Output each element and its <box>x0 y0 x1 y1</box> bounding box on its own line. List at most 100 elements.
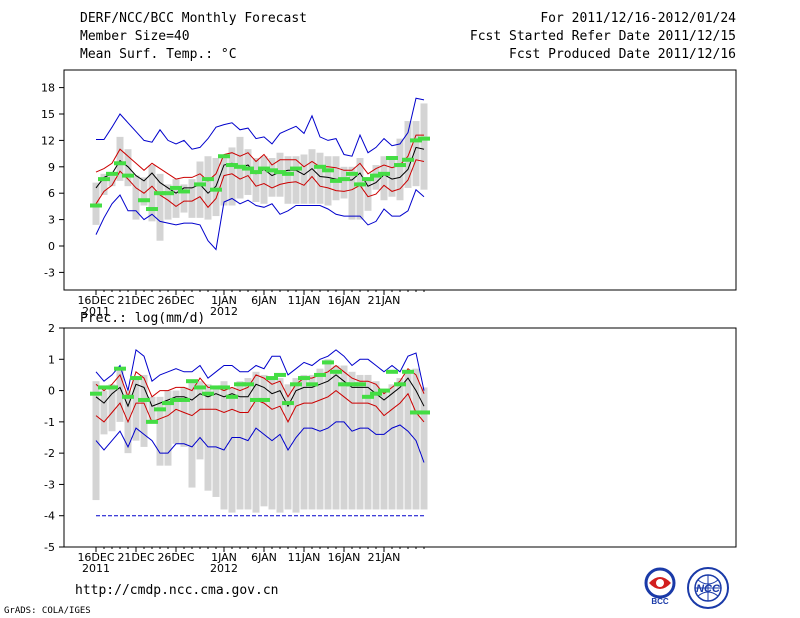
precipitation-box <box>164 390 172 466</box>
precipitation-box <box>324 359 332 510</box>
temperature-ytick-label: 9 <box>48 161 55 174</box>
precipitation-median-mark <box>362 394 374 399</box>
temperature-box <box>172 179 180 218</box>
temperature-median-mark <box>194 182 206 187</box>
precipitation-median-mark <box>186 379 198 384</box>
precipitation-median-mark <box>282 401 294 406</box>
precipitation-xtick-label: 1JAN <box>211 551 237 564</box>
temperature-xtick-year: 2012 <box>210 305 238 318</box>
temperature-median-mark <box>290 166 302 171</box>
temperature-median-mark <box>282 171 294 176</box>
temperature-box <box>364 177 372 211</box>
precipitation-median-mark <box>378 388 390 393</box>
precipitation-median-mark <box>394 382 406 387</box>
temperature-box <box>228 147 236 206</box>
temperature-box <box>204 156 212 220</box>
precipitation-box <box>132 378 140 441</box>
precipitation-box <box>276 378 284 513</box>
temperature-median-mark <box>330 178 342 183</box>
temperature-box <box>212 158 220 217</box>
precipitation-median-mark <box>194 385 206 390</box>
temperature-median-mark <box>394 163 406 168</box>
temperature-box <box>116 136 124 181</box>
temperature-median-mark <box>258 166 270 171</box>
source-url: http://cmdp.ncc.cma.gov.cn <box>75 583 279 598</box>
temperature-xtick-label: 6JAN <box>251 294 277 307</box>
temperature-ytick-label: 12 <box>41 134 55 147</box>
temperature-box <box>316 152 324 204</box>
temperature-box <box>180 184 188 213</box>
precipitation-median-mark <box>306 382 318 387</box>
temperature-median-mark <box>378 171 390 176</box>
precipitation-xtick-year: 2011 <box>82 562 110 575</box>
precipitation-xtick-year: 2012 <box>210 562 238 575</box>
temperature-median-mark <box>114 161 126 166</box>
temperature-box <box>188 179 196 218</box>
precipitation-box <box>332 365 340 510</box>
temperature-box <box>156 173 164 241</box>
temperature-box <box>348 166 356 220</box>
temperature-box <box>252 158 260 202</box>
precipitation-ytick-label: -1 <box>44 416 55 429</box>
precipitation-max-line <box>95 349 425 391</box>
bcc-logo: BCC <box>644 567 676 606</box>
grads-credit: GrADS: COLA/IGES <box>4 606 91 616</box>
temperature-median-mark <box>370 173 382 178</box>
temperature-box <box>260 156 268 204</box>
temperature-min-line <box>95 188 425 251</box>
temperature-box <box>404 121 412 188</box>
precipitation-median-mark <box>130 376 142 381</box>
variable-label: Mean Surf. Temp.: °C <box>80 47 237 62</box>
precipitation-ytick-label: -3 <box>44 478 55 491</box>
precip-title: Prec.: log(mm/d) <box>80 311 205 326</box>
precipitation-xtick-label: 16DEC <box>77 551 114 564</box>
precipitation-median-mark <box>314 372 326 377</box>
precipitation-median-mark <box>386 369 398 374</box>
temperature-box <box>396 138 404 201</box>
precipitation-median-mark <box>418 410 430 415</box>
precipitation-box <box>404 371 412 510</box>
temperature-ytick-label: 6 <box>48 187 55 200</box>
temperature-ytick-label: -3 <box>44 266 55 279</box>
precipitation-median-mark <box>170 397 182 402</box>
temperature-median-mark <box>122 173 134 178</box>
fcst-produced-date: Fcst Produced Date 2011/12/16 <box>509 47 736 62</box>
temperature-median-mark <box>346 171 358 176</box>
temperature-ytick-label: 15 <box>41 108 55 121</box>
precipitation-ytick-label: -5 <box>44 541 55 554</box>
precipitation-median-mark <box>242 382 254 387</box>
temperature-max-line <box>96 97 425 157</box>
precipitation-median-mark <box>90 391 102 396</box>
temperature-xtick-label: 1JAN <box>211 294 237 307</box>
precipitation-median-mark <box>330 369 342 374</box>
precipitation-median-mark <box>162 401 174 406</box>
precipitation-mean-line <box>95 374 425 408</box>
temperature-median-mark <box>402 157 414 162</box>
precipitation-box <box>388 384 396 510</box>
precipitation-box <box>116 368 124 422</box>
precipitation-median-mark <box>266 376 278 381</box>
ncc-logo-text: NCC <box>696 583 721 595</box>
precipitation-box <box>220 381 228 510</box>
precipitation-box <box>172 390 180 444</box>
precipitation-box <box>236 381 244 510</box>
temperature-box <box>388 158 396 197</box>
precipitation-box <box>260 374 268 507</box>
precipitation-median-mark <box>98 385 110 390</box>
precipitation-ytick-label: 1 <box>48 353 55 366</box>
temperature-box <box>196 161 204 218</box>
precipitation-box <box>148 396 156 422</box>
precipitation-median-mark <box>274 372 286 377</box>
precipitation-box <box>204 384 212 491</box>
temperature-box <box>220 156 228 206</box>
precipitation-median-mark <box>218 385 230 390</box>
precipitation-box <box>300 374 308 510</box>
precipitation-box <box>420 387 428 510</box>
temperature-median-mark <box>162 191 174 196</box>
precipitation-box <box>196 381 204 460</box>
temperature-box <box>300 154 308 204</box>
temperature-box <box>332 156 340 201</box>
precipitation-box <box>284 384 292 510</box>
temperature-box <box>132 175 140 220</box>
